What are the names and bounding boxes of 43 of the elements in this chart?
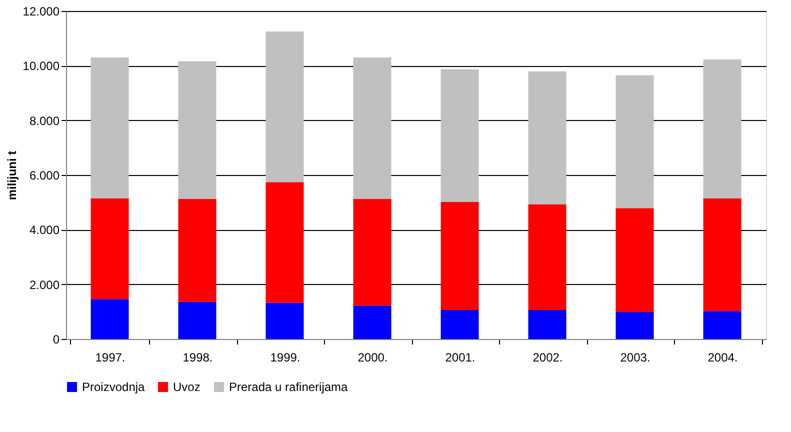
bar [353,57,392,200]
x-tick-label: 2004. [708,350,738,364]
bar [440,310,479,339]
bar [353,306,392,339]
bar [178,61,216,200]
bar [266,182,304,303]
y-axis-title: milijuni t [4,150,19,200]
bar [353,199,392,306]
x-tick-label: 2003. [620,350,650,364]
bar [703,59,742,198]
legend-label: Proizvodnja [82,380,146,394]
bar [90,57,129,198]
bar [266,32,304,182]
bar [616,208,654,312]
bar [440,69,479,202]
bar [528,310,566,339]
bar [90,299,129,339]
y-tick-label: 12.000 [22,4,60,18]
x-tick-label: 2000. [358,350,388,364]
x-tick-label: 1998. [182,350,213,364]
bar [266,302,304,339]
bar [616,312,654,339]
legend-label: Uvoz [173,380,200,394]
bar [440,202,479,310]
y-tick-label: 8.000 [29,114,60,128]
x-tick-label: 1999. [270,350,300,364]
bar [178,199,216,302]
x-tick-label: 2002. [532,350,563,364]
bar [528,71,566,204]
y-tick-label: 0 [52,332,60,346]
bar [90,198,129,300]
bar [703,311,742,339]
legend-label: Prerada u rafinerijama [229,380,348,394]
y-tick-label: 6.000 [29,168,60,182]
bar [703,198,742,312]
y-tick-label: 2.000 [29,278,60,292]
x-tick-label: 2001. [445,350,476,364]
x-tick-label: 1997. [95,350,126,364]
y-tick-label: 4.000 [29,223,60,238]
bar [616,75,654,208]
bar [178,302,216,339]
y-tick-label: 10.000 [22,59,60,74]
bar [528,204,566,310]
